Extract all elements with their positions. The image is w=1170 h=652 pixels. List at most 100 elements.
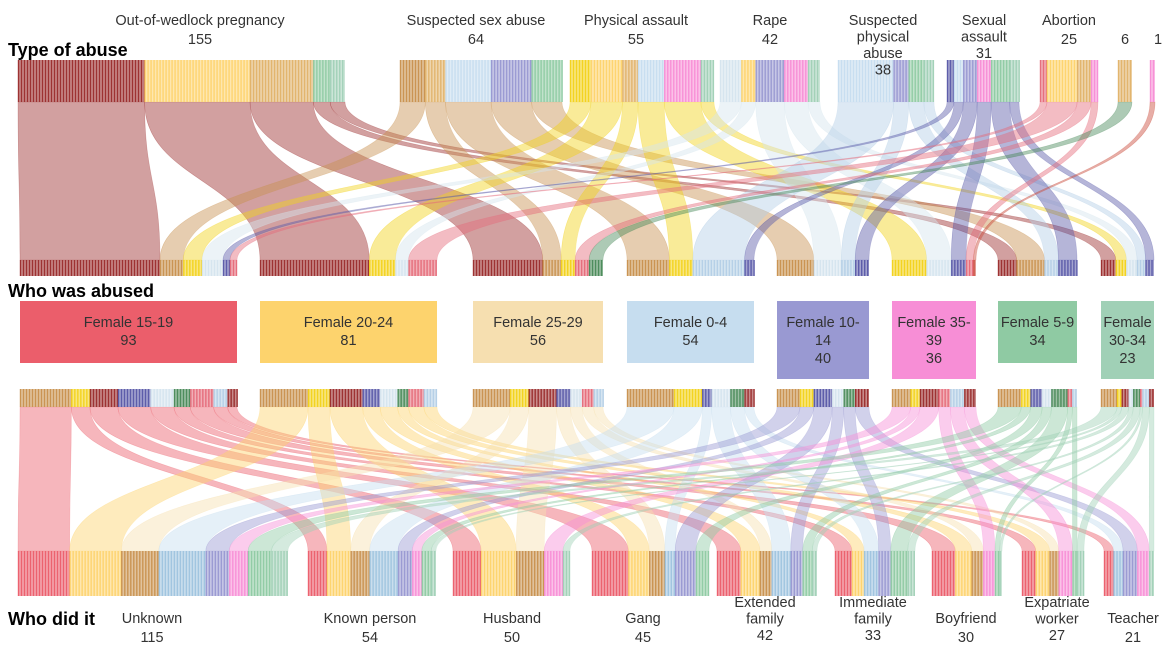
victim-top-bar-segment: [841, 260, 856, 276]
victim-bottom-bar-segment: [1030, 389, 1043, 407]
perp-bar-segment: [431, 551, 436, 596]
victim-top-bar-segment: [776, 260, 815, 276]
victim-bottom-bar-segment: [509, 389, 530, 407]
type-bar-segment: [590, 60, 623, 102]
victim-bottom-bar-segment: [711, 389, 731, 407]
perp-bar-segment: [229, 551, 249, 596]
perp-bar-segment: [994, 551, 1000, 596]
type-victim-flow: [201, 101, 742, 261]
victim-bottom-bar-segment: [1149, 389, 1154, 407]
perp-bar-segment: [907, 551, 915, 596]
victim-top-bar-segment: [1145, 260, 1154, 276]
victim-perp-flow: [17, 406, 72, 552]
perp-bar-segment: [515, 551, 545, 596]
victim-bottom-bar-segment: [813, 389, 833, 407]
victim-top-bar-segment: [891, 260, 927, 276]
type-bar-segment: [490, 60, 532, 102]
type-label: Sexual assault 31: [961, 13, 1007, 62]
perpetrator-label: Gang 45: [625, 611, 660, 646]
victim-bottom-bar-segment: [744, 389, 755, 407]
victim-top-bar-segment: [159, 260, 184, 276]
victim-bottom-bar-segment: [581, 389, 594, 407]
victim-bottom-bar-segment: [71, 389, 91, 407]
perpetrator-label: Expatriate worker 27: [1024, 595, 1089, 644]
type-bar-segment: [1149, 60, 1155, 102]
perp-bar-segment: [1113, 551, 1124, 596]
victim-bottom-bar-segment: [1041, 389, 1053, 407]
type-bar-segment: [622, 60, 639, 102]
victim-top-bar-segment: [1044, 260, 1059, 276]
victim-top-bar-segment: [19, 260, 160, 276]
heading-type-of-abuse: Type of abuse: [8, 40, 128, 60]
victim-box: [260, 301, 437, 363]
victim-bottom-bar-segment: [799, 389, 814, 407]
type-bar-segment: [976, 60, 992, 102]
victim-bottom-bar-segment: [776, 389, 800, 407]
perp-bar-segment: [562, 551, 571, 596]
type-label: Abortion 25: [1042, 13, 1096, 48]
perp-bar-segment: [740, 551, 761, 596]
node-bars: [17, 60, 1155, 596]
type-label: Rape 42: [753, 13, 788, 48]
victim-box: [473, 301, 603, 363]
victim-bottom-bar-segment: [150, 389, 174, 407]
victim-top-bar-segment: [561, 260, 576, 276]
perp-bar-segment: [271, 551, 288, 596]
type-bar-segment: [1117, 60, 1132, 102]
perp-bar-segment: [628, 551, 650, 596]
victim-top-bar-segment: [395, 260, 409, 276]
type-bar-segment: [399, 60, 426, 102]
type-bar-segment: [893, 60, 910, 102]
type-bar-segment: [330, 60, 345, 102]
perp-bar-segment: [1058, 551, 1073, 596]
perp-bar-segment: [890, 551, 908, 596]
victim-bottom-bar-segment: [1067, 389, 1073, 407]
victim-bottom-bar-segment: [855, 389, 869, 407]
victim-top-bar-segment: [574, 260, 590, 276]
type-bar-segment: [946, 60, 955, 102]
victim-top-bar-segment: [926, 260, 952, 276]
victim-top-bar-segment: [1136, 260, 1146, 276]
perp-bar-segment: [247, 551, 272, 596]
victim-bottom-bar-segment: [1100, 389, 1118, 407]
perp-bar-segment: [802, 551, 813, 596]
victim-bottom-bar-segment: [173, 389, 191, 407]
perp-bar-segment: [369, 551, 399, 596]
type-bar-segment: [1076, 60, 1092, 102]
perp-bar-segment: [834, 551, 852, 596]
victim-top-bar-segment: [1115, 260, 1127, 276]
victim-box: [892, 301, 976, 379]
type-bar-segment: [637, 60, 665, 102]
type-bar-segment: [719, 60, 743, 102]
victim-top-bar-segment: [1100, 260, 1116, 276]
victim-top-bar-segment: [222, 260, 231, 276]
type-label: Suspected physical abuse 38: [849, 13, 918, 79]
victim-bottom-bar-segment: [1121, 389, 1129, 407]
victim-bottom-bar-segment: [626, 389, 675, 407]
victim-label: Female 30-34 23: [1103, 315, 1151, 367]
perp-bar-segment: [326, 551, 351, 596]
victim-top-bar-segment: [626, 260, 671, 276]
perp-bar-segment: [1076, 551, 1085, 596]
type-bar-segment: [990, 60, 1011, 102]
perp-bar-segment: [1122, 551, 1138, 596]
perp-bar-segment: [205, 551, 230, 596]
perp-bar-segment: [591, 551, 630, 596]
perp-bar-segment: [452, 551, 482, 596]
type-bar-segment: [425, 60, 446, 102]
flows-victim-to-perpetrator: [17, 406, 1155, 552]
victim-bottom-bar-segment: [259, 389, 310, 407]
type-bar-segment: [249, 60, 315, 102]
type-victim-flow: [17, 101, 161, 261]
perp-bar-segment: [1035, 551, 1050, 596]
perp-bar-segment: [931, 551, 956, 596]
type-bar-segment: [1009, 60, 1020, 102]
perp-bar-segment: [1072, 551, 1078, 596]
victim-label: Female 20-24 81: [304, 315, 393, 349]
victim-bottom-bar-segment: [891, 389, 912, 407]
node-labels: Out-of-wedlock pregnancy 155 Suspected sex…: [84, 13, 1162, 646]
type-label: Physical assault 55: [584, 13, 688, 48]
victim-top-bar-segment: [472, 260, 544, 276]
type-bar-segment: [313, 60, 331, 102]
